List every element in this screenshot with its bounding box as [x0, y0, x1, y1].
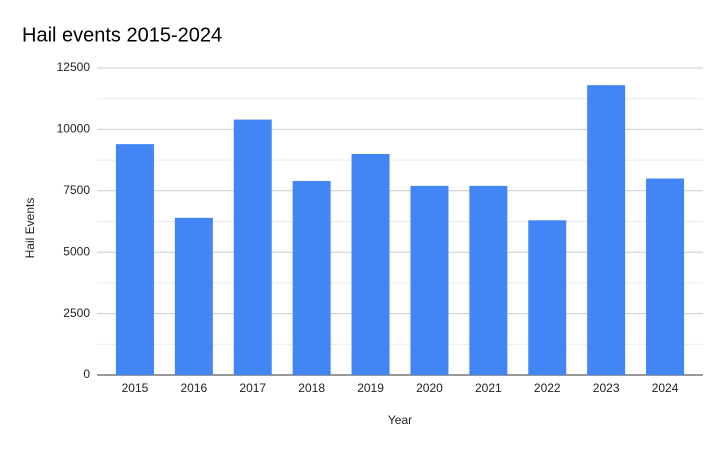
- y-tick-label: 7500: [63, 183, 90, 197]
- x-tick-label: 2020: [416, 381, 443, 395]
- y-tick-label: 12500: [57, 60, 91, 74]
- x-tick-label: 2021: [475, 381, 502, 395]
- x-tick-label: 2023: [593, 381, 620, 395]
- x-tick-label: 2024: [652, 381, 679, 395]
- bar: [646, 178, 685, 375]
- x-axis-label: Year: [388, 413, 412, 427]
- bar: [587, 85, 626, 375]
- bar: [115, 144, 154, 375]
- bar: [410, 185, 449, 375]
- bar: [469, 185, 508, 375]
- y-tick-label: 10000: [57, 122, 91, 136]
- y-axis-label: Hail Events: [23, 198, 37, 259]
- y-tick-label: 5000: [63, 244, 90, 258]
- x-tick-label: 2019: [357, 381, 384, 395]
- x-tick-label: 2015: [122, 381, 149, 395]
- y-tick-label: 2500: [63, 306, 90, 320]
- bar: [233, 119, 272, 376]
- bar: [174, 217, 213, 375]
- x-tick-label: 2018: [298, 381, 325, 395]
- x-tick-label: 2016: [180, 381, 207, 395]
- bar: [292, 180, 331, 375]
- y-tick-label: 0: [83, 367, 90, 381]
- x-tick-label: 2022: [534, 381, 561, 395]
- bar: [528, 220, 567, 375]
- x-tick-label: 2017: [239, 381, 266, 395]
- chart-title: Hail events 2015-2024: [22, 24, 222, 46]
- bar: [351, 153, 390, 375]
